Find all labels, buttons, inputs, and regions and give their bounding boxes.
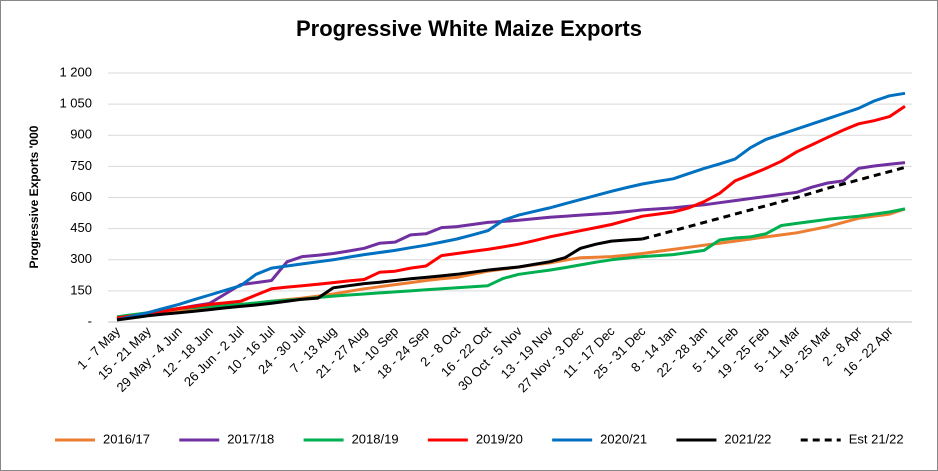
legend-label: 2016/17 — [103, 431, 150, 446]
y-tick-label: 300 — [70, 251, 92, 266]
y-tick-label: 900 — [70, 127, 92, 142]
y-tick-label: 1 050 — [59, 96, 92, 111]
y-tick-label: 750 — [70, 158, 92, 173]
series-line — [641, 165, 906, 241]
legend-label: Est 21/22 — [849, 431, 904, 446]
series-line — [116, 207, 906, 319]
legend-label: 2017/18 — [227, 431, 274, 446]
legend-label: 2021/22 — [724, 431, 771, 446]
series-line — [116, 161, 906, 321]
series-line — [116, 237, 643, 322]
y-tick-label: 150 — [70, 282, 92, 297]
legend-label: 2019/20 — [476, 431, 523, 446]
chart-title: Progressive White Maize Exports — [296, 16, 642, 41]
legend-label: 2018/19 — [352, 431, 399, 446]
series-line — [116, 91, 906, 322]
y-tick-label: - — [88, 313, 92, 328]
y-tick-label: 450 — [70, 220, 92, 235]
y-tick-label: 600 — [70, 189, 92, 204]
series-line — [116, 104, 906, 320]
y-axis-label: Progressive Exports '000 — [27, 125, 41, 268]
legend-label: 2020/21 — [600, 431, 647, 446]
y-tick-label: 1 200 — [59, 64, 92, 79]
